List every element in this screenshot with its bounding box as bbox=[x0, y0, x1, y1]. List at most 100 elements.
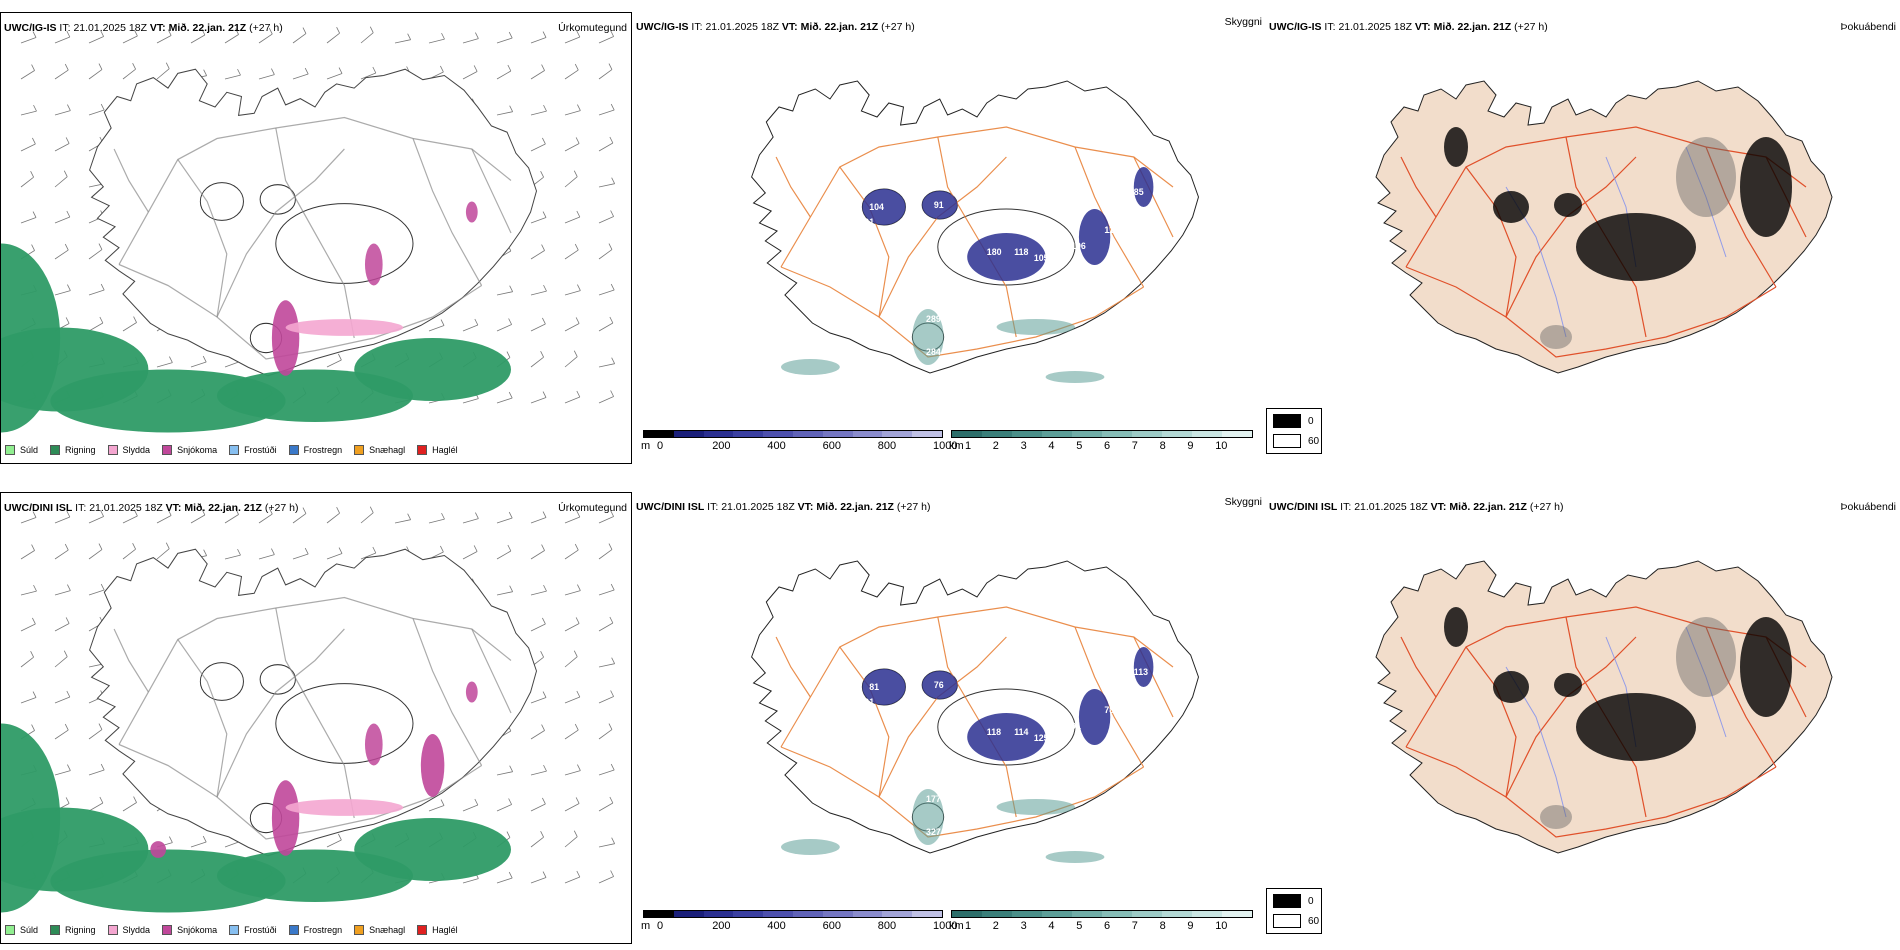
fog-legend-item: 0 bbox=[1273, 414, 1314, 428]
colorbar-bin bbox=[733, 911, 764, 917]
legend-label: Haglél bbox=[432, 445, 458, 455]
colorbar-bin bbox=[822, 911, 853, 917]
fog-area bbox=[1554, 193, 1582, 217]
map-header: UWC/IG-IS IT: 21.01.2025 18Z VT: Mið. 22… bbox=[1269, 21, 1548, 33]
fog-legend: 0 60 bbox=[1266, 888, 1322, 934]
ceiling-label: 118 bbox=[1014, 247, 1028, 257]
fog-legend-item: 60 bbox=[1273, 434, 1319, 448]
colorbar-bin bbox=[882, 911, 913, 917]
fog-area bbox=[1540, 805, 1572, 829]
iceland-coastline bbox=[751, 80, 1199, 374]
issue-label: IT: bbox=[59, 22, 71, 34]
snow-area bbox=[364, 243, 383, 286]
ceiling-label: 76 bbox=[934, 680, 944, 690]
snow-area bbox=[465, 681, 478, 703]
legend-item: Súld bbox=[5, 925, 38, 935]
fog-legend-swatch bbox=[1273, 434, 1301, 448]
colorbar-bin bbox=[982, 431, 1012, 437]
fog-area bbox=[1444, 127, 1468, 167]
fog-area bbox=[1493, 191, 1529, 223]
colorbar-tick: 800 bbox=[877, 920, 897, 932]
fog-area bbox=[1740, 137, 1792, 237]
colorbar-tick: 3 bbox=[1020, 920, 1027, 932]
legend-item: Snjókoma bbox=[162, 925, 217, 935]
colorbar-bin bbox=[1192, 431, 1222, 437]
colorbar-tick: 6 bbox=[1104, 920, 1111, 932]
legend-swatch bbox=[417, 445, 428, 455]
legend-swatch bbox=[107, 445, 118, 455]
colorbar-bin bbox=[763, 911, 793, 917]
colorbar-bin bbox=[1102, 911, 1132, 917]
low-ceiling-area bbox=[862, 669, 906, 705]
ceiling-label: 91 bbox=[934, 200, 944, 210]
colorbar-tick: 4 bbox=[1048, 920, 1055, 932]
colorbar-tick: 8 bbox=[1159, 920, 1166, 932]
fog-area bbox=[1554, 673, 1582, 697]
road-network bbox=[1400, 606, 1807, 838]
ig-precip-panel: Súld Rigning Slydda Snjókoma Frostúði Frostre… bbox=[0, 12, 632, 464]
map-header: UWC/DINI ISL IT: 21.01.2025 18Z VT: Mið.… bbox=[636, 501, 930, 513]
valid-label: VT: bbox=[797, 501, 814, 513]
colorbar-bin bbox=[673, 431, 704, 437]
lead-time: (+27 h) bbox=[881, 21, 915, 33]
snow-area bbox=[420, 734, 445, 797]
fog-area bbox=[1493, 671, 1529, 703]
colorbar-bin bbox=[852, 911, 883, 917]
legend-swatch bbox=[354, 445, 365, 455]
snow-area bbox=[465, 201, 478, 223]
model-name: UWC/DINI ISL bbox=[636, 501, 705, 513]
legend-item: Snæhagl bbox=[354, 925, 405, 935]
ceiling-label: 101 bbox=[859, 697, 874, 707]
valid-time: Mið. 22.jan. 21Z bbox=[1433, 21, 1512, 33]
legend-label: Slydda bbox=[122, 925, 151, 935]
legend-item: Snæhagl bbox=[354, 445, 405, 455]
map-title: Úrkomutegund bbox=[558, 502, 627, 514]
legend-label: Snjókoma bbox=[177, 925, 218, 935]
lead-time: (+27 h) bbox=[249, 22, 283, 34]
valid-time: Mið. 22.jan. 21Z bbox=[1449, 501, 1527, 513]
sleet-area bbox=[285, 319, 404, 336]
legend-item: Slydda bbox=[107, 445, 150, 455]
colorbar-bin bbox=[822, 431, 853, 437]
colorbar-tick: 600 bbox=[822, 920, 841, 932]
colorbar-bin bbox=[1222, 431, 1252, 437]
colorbar-tick: 5 bbox=[1076, 920, 1083, 932]
colorbar-bin bbox=[1132, 431, 1162, 437]
issue-label: IT: bbox=[691, 21, 703, 33]
issue-time: 21.01.2025 18Z bbox=[1338, 21, 1412, 33]
colorbar-bin bbox=[1102, 431, 1132, 437]
low-visibility-area bbox=[996, 799, 1075, 815]
issue-time: 21.01.2025 18Z bbox=[73, 22, 147, 34]
fog-area bbox=[1740, 617, 1792, 717]
legend-label: Súld bbox=[20, 445, 39, 455]
iceland-coastline bbox=[751, 560, 1199, 854]
legend-label: Frostregn bbox=[303, 925, 343, 935]
ceiling-label: 114 bbox=[1014, 727, 1028, 737]
rain-area bbox=[354, 338, 511, 401]
ceiling-label: 143 bbox=[1048, 771, 1063, 781]
fog-indicator-map bbox=[1375, 560, 1833, 854]
colorbar-bin bbox=[703, 911, 734, 917]
dini-cloud-panel: 81 101 76 118 114 125 117 91 78 113 143 177 327 m 0 200… bbox=[633, 492, 1266, 944]
colorbar-bin bbox=[852, 431, 883, 437]
legend-item: Haglél bbox=[417, 925, 458, 935]
ceiling-label: 85 bbox=[1134, 187, 1144, 197]
fog-area bbox=[1576, 213, 1696, 281]
legend-item: Frostúði bbox=[229, 445, 277, 455]
colorbar-tick: 200 bbox=[712, 440, 731, 452]
legend-item: Frostúði bbox=[229, 925, 277, 935]
precip-map bbox=[1, 26, 616, 433]
low-ceiling-area bbox=[967, 713, 1046, 761]
glacier-outlines bbox=[199, 662, 414, 834]
colorbar-tick: 2 bbox=[992, 920, 999, 932]
snow-area bbox=[271, 780, 300, 856]
colorbar-bin bbox=[982, 911, 1012, 917]
colorbar-tick: 8 bbox=[1159, 440, 1166, 452]
colorbar-tick: 1000 bbox=[933, 920, 958, 932]
low-visibility-area bbox=[781, 839, 840, 855]
map-title: Þokuábendi bbox=[1840, 501, 1896, 513]
colorbar-bin bbox=[1132, 911, 1162, 917]
fog-area bbox=[1676, 617, 1736, 697]
model-name: UWC/IG-IS bbox=[4, 22, 57, 34]
